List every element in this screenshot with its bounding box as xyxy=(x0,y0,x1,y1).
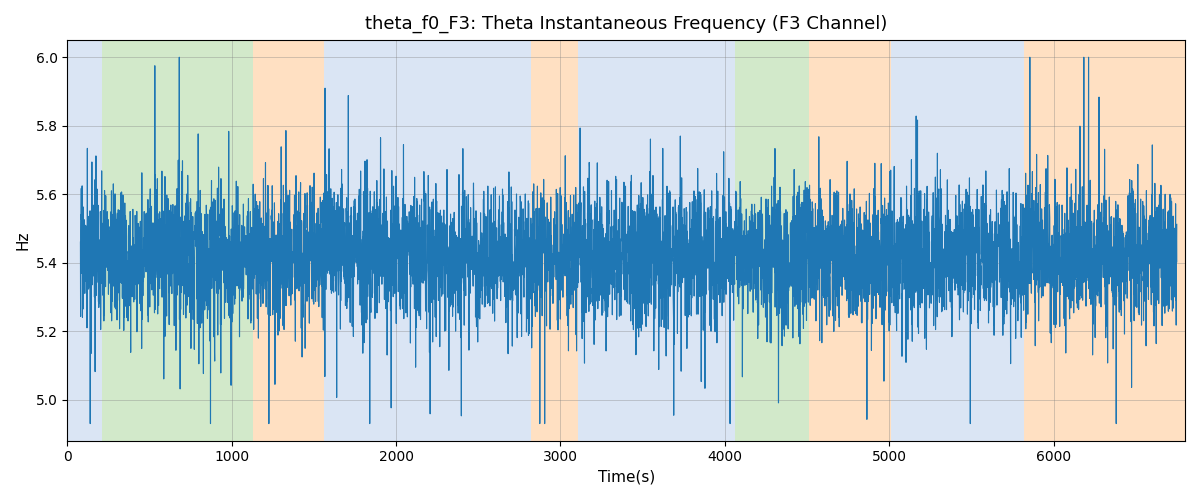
Bar xyxy=(102,40,253,440)
Bar xyxy=(890,40,1024,440)
Title: theta_f0_F3: Theta Instantaneous Frequency (F3 Channel): theta_f0_F3: Theta Instantaneous Frequen… xyxy=(365,15,887,34)
Bar xyxy=(253,40,324,440)
Bar xyxy=(734,40,809,440)
Bar xyxy=(324,40,530,440)
Bar xyxy=(578,40,712,440)
Bar xyxy=(1024,40,1186,440)
Bar xyxy=(712,40,734,440)
Bar xyxy=(67,40,102,440)
Bar xyxy=(809,40,890,440)
X-axis label: Time(s): Time(s) xyxy=(598,470,655,485)
Bar xyxy=(530,40,578,440)
Y-axis label: Hz: Hz xyxy=(16,230,30,250)
